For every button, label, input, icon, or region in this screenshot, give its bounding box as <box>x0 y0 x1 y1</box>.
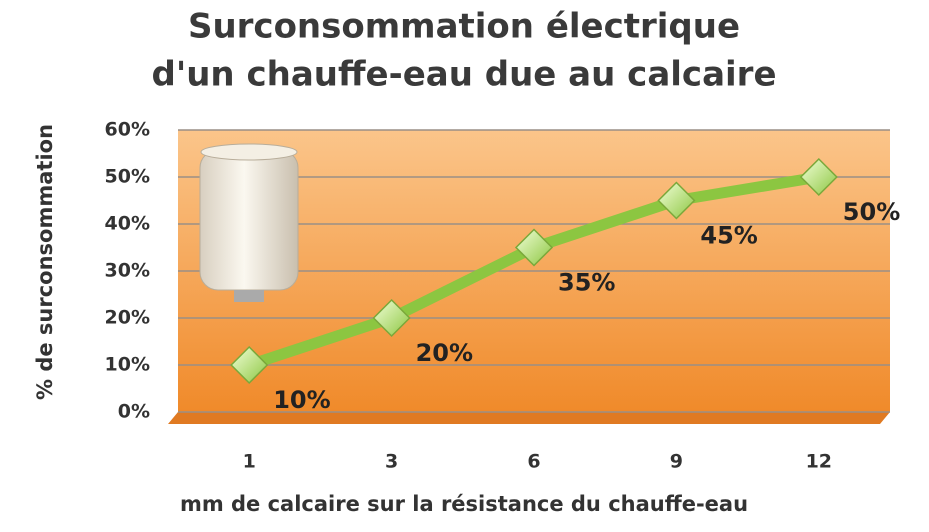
y-tick-label: 30% <box>105 260 150 282</box>
chart-title: Surconsommation électrique <box>188 7 740 47</box>
x-tick-label: 12 <box>806 451 832 473</box>
data-point <box>514 228 554 267</box>
y-tick-label: 60% <box>105 119 150 141</box>
y-tick-label: 50% <box>105 166 150 188</box>
data-label: 10% <box>273 386 330 414</box>
data-point <box>657 181 696 220</box>
data-point <box>372 298 411 338</box>
data-label: 50% <box>843 198 900 226</box>
y-tick-label: 10% <box>105 354 150 376</box>
x-tick-label: 1 <box>243 451 256 473</box>
data-label: 20% <box>416 339 473 367</box>
x-tick-label: 3 <box>385 451 398 473</box>
x-tick-label: 9 <box>670 451 683 473</box>
data-point <box>799 157 838 197</box>
y-tick-label: 40% <box>105 213 150 235</box>
x-tick-label: 6 <box>527 451 540 473</box>
y-tick-label: 20% <box>105 307 150 329</box>
y-tick-label: 0% <box>118 401 150 423</box>
data-label: 45% <box>700 222 757 250</box>
water-heater-icon <box>199 143 299 302</box>
chart-subtitle: d'un chauffe-eau due au calcaire <box>151 55 776 95</box>
data-point <box>230 345 269 385</box>
plot-floor <box>168 412 890 424</box>
data-label: 35% <box>558 269 615 297</box>
y-axis-title: % de surconsommation <box>33 124 57 400</box>
marks: 0% 10% 20% 30% 40% 50% 60% 1 3 6 9 12 10% 20% 35% 45% 50… <box>105 119 901 473</box>
x-axis-title: mm de calcaire sur la résistance du chau… <box>180 492 748 516</box>
